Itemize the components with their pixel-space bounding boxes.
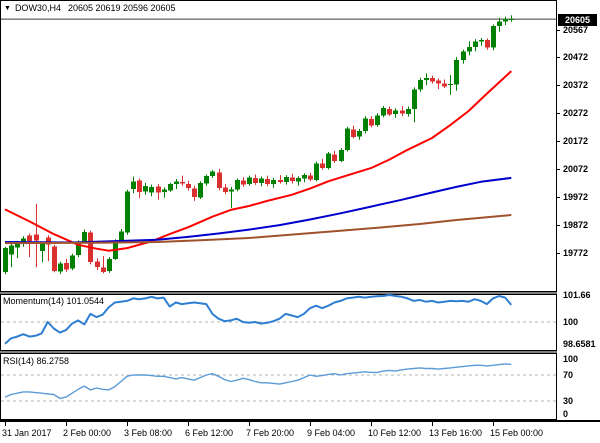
price-axis-tick bbox=[556, 57, 560, 58]
price-axis-label: 19772 bbox=[563, 248, 589, 258]
panel-separator[interactable] bbox=[0, 351, 557, 353]
momentum-scale-label: 98.6581 bbox=[563, 339, 596, 349]
time-axis-tick bbox=[5, 421, 6, 426]
price-axis-tick bbox=[556, 169, 560, 170]
time-axis-label: 13 Feb 16:00 bbox=[429, 428, 483, 438]
time-axis-label: 9 Feb 04:00 bbox=[307, 428, 356, 438]
time-axis-tick bbox=[310, 421, 311, 426]
momentum-scale-label: 100 bbox=[563, 317, 579, 327]
price-axis-label: 20472 bbox=[563, 52, 589, 62]
time-axis-tick bbox=[371, 421, 372, 426]
time-axis-label: 6 Feb 12:00 bbox=[185, 428, 234, 438]
time-axis-tick bbox=[432, 421, 433, 426]
time-axis-label: 7 Feb 20:00 bbox=[246, 428, 295, 438]
price-axis-tick bbox=[556, 225, 560, 226]
price-axis-label: 20172 bbox=[563, 136, 589, 146]
rsi-scale-label: 100 bbox=[563, 354, 579, 364]
price-axis-tick bbox=[556, 30, 560, 31]
price-axis-tick bbox=[556, 113, 560, 114]
time-axis-label: 10 Feb 12:00 bbox=[368, 428, 422, 438]
time-axis-tick bbox=[249, 421, 250, 426]
symbol-label: DOW30,H4 bbox=[14, 3, 61, 13]
price-axis-tick bbox=[556, 141, 560, 142]
time-axis-tick bbox=[127, 421, 128, 426]
rsi-indicator-label: RSI(14) 86.2758 bbox=[3, 356, 70, 366]
price-axis-label: 20372 bbox=[563, 80, 589, 90]
time-axis-label: 2 Feb 00:00 bbox=[63, 428, 112, 438]
price-axis-label: 20567 bbox=[563, 25, 589, 35]
momentum-indicator-label: Momentum(14) 101.0544 bbox=[3, 296, 105, 306]
price-axis-label: 19972 bbox=[563, 192, 589, 202]
time-axis-tick bbox=[493, 421, 494, 426]
time-axis-label: 3 Feb 08:00 bbox=[124, 428, 173, 438]
time-axis-line bbox=[0, 420, 600, 422]
price-axis-tick bbox=[556, 85, 560, 86]
time-axis-label: 31 Jan 2017 bbox=[2, 428, 52, 438]
ohlc-values: 20605 20619 20596 20605 bbox=[67, 3, 176, 13]
price-axis-tick bbox=[556, 197, 560, 198]
momentum-scale-label: 101.66 bbox=[563, 290, 591, 300]
symbol-dropdown-icon[interactable]: ▼ bbox=[4, 5, 11, 12]
current-price-badge: 20605 bbox=[558, 14, 597, 26]
price-axis-label: 20272 bbox=[563, 108, 589, 118]
time-axis-tick bbox=[188, 421, 189, 426]
time-axis-tick bbox=[66, 421, 67, 426]
price-axis-label: 19872 bbox=[563, 220, 589, 230]
rsi-scale-label: 30 bbox=[563, 396, 574, 406]
rsi-scale-label: 70 bbox=[563, 370, 574, 380]
time-axis-label: 15 Feb 00:00 bbox=[490, 428, 544, 438]
price-axis-label: 20072 bbox=[563, 164, 589, 174]
panel-separator[interactable] bbox=[0, 292, 557, 294]
chart-title: ▼ DOW30,H4 20605 20619 20596 20605 bbox=[4, 3, 176, 13]
rsi-scale-label: 0 bbox=[563, 409, 569, 419]
price-axis-tick bbox=[556, 253, 560, 254]
